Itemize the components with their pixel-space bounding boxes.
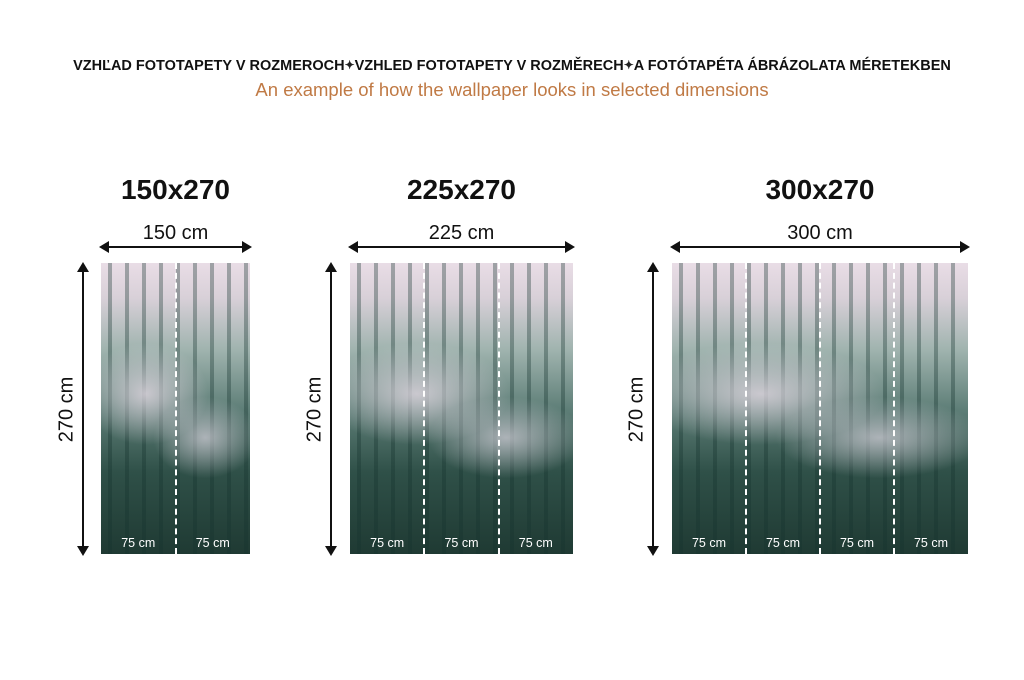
header-subtitle: An example of how the wallpaper looks in… [255, 79, 769, 100]
width-label: 300 cm [787, 222, 853, 244]
title-cz: VZHLED FOTOTAPETY V ROZMĚRECH [354, 58, 624, 74]
strip-width-label: 75 cm [121, 536, 156, 550]
strip-seam [893, 263, 895, 554]
sparkle-icon: ✦ [344, 58, 355, 72]
width-arrow-icon [99, 241, 252, 253]
height-arrow-icon [77, 262, 89, 556]
sparkle-icon: ✦ [623, 58, 634, 72]
width-label: 225 cm [428, 222, 495, 244]
strip-seam [423, 263, 426, 554]
strip-width-label: 75 cm [691, 536, 727, 550]
title-hu: A FOTÓTAPÉTA ÁBRÁZOLATA MÉRETEKBEN [633, 58, 951, 74]
header-title: VZHĽAD FOTOTAPETY V ROZMEROCH✦VZHLED FOT… [0, 58, 1024, 74]
height-arrow-icon [325, 262, 337, 556]
height-label: 270 cm [625, 376, 648, 443]
height-label: 270 cm [55, 376, 78, 443]
strip-width-label: 75 cm [370, 536, 405, 550]
title-sk: VZHĽAD FOTOTAPETY V ROZMEROCH [73, 58, 345, 74]
strip-seam [497, 263, 500, 554]
strip-width-label: 75 cm [839, 536, 875, 550]
strip-width-label: 75 cm [195, 536, 230, 550]
variant-title: 225x270 [406, 174, 516, 205]
width-label: 150 cm [142, 222, 209, 244]
wallpaper-preview: 75 cm 75 cm [101, 263, 250, 554]
strip-seam [819, 263, 821, 554]
width-arrow-icon [348, 241, 575, 253]
strip-width-label: 75 cm [518, 536, 553, 550]
strip-width-label: 75 cm [765, 536, 801, 550]
wallpaper-preview: 75 cm 75 cm 75 cm 75 cm [672, 263, 968, 554]
height-label: 270 cm [303, 376, 326, 443]
strip-seam [174, 263, 177, 554]
wallpaper-preview: 75 cm 75 cm 75 cm [350, 263, 573, 554]
height-arrow-icon [647, 262, 659, 556]
width-arrow-icon [670, 241, 970, 253]
strip-width-label: 75 cm [444, 536, 479, 550]
strip-width-label: 75 cm [913, 536, 949, 550]
variant-title: 150x270 [120, 174, 230, 205]
strip-seam [745, 263, 747, 554]
variant-title: 300x270 [765, 174, 875, 205]
